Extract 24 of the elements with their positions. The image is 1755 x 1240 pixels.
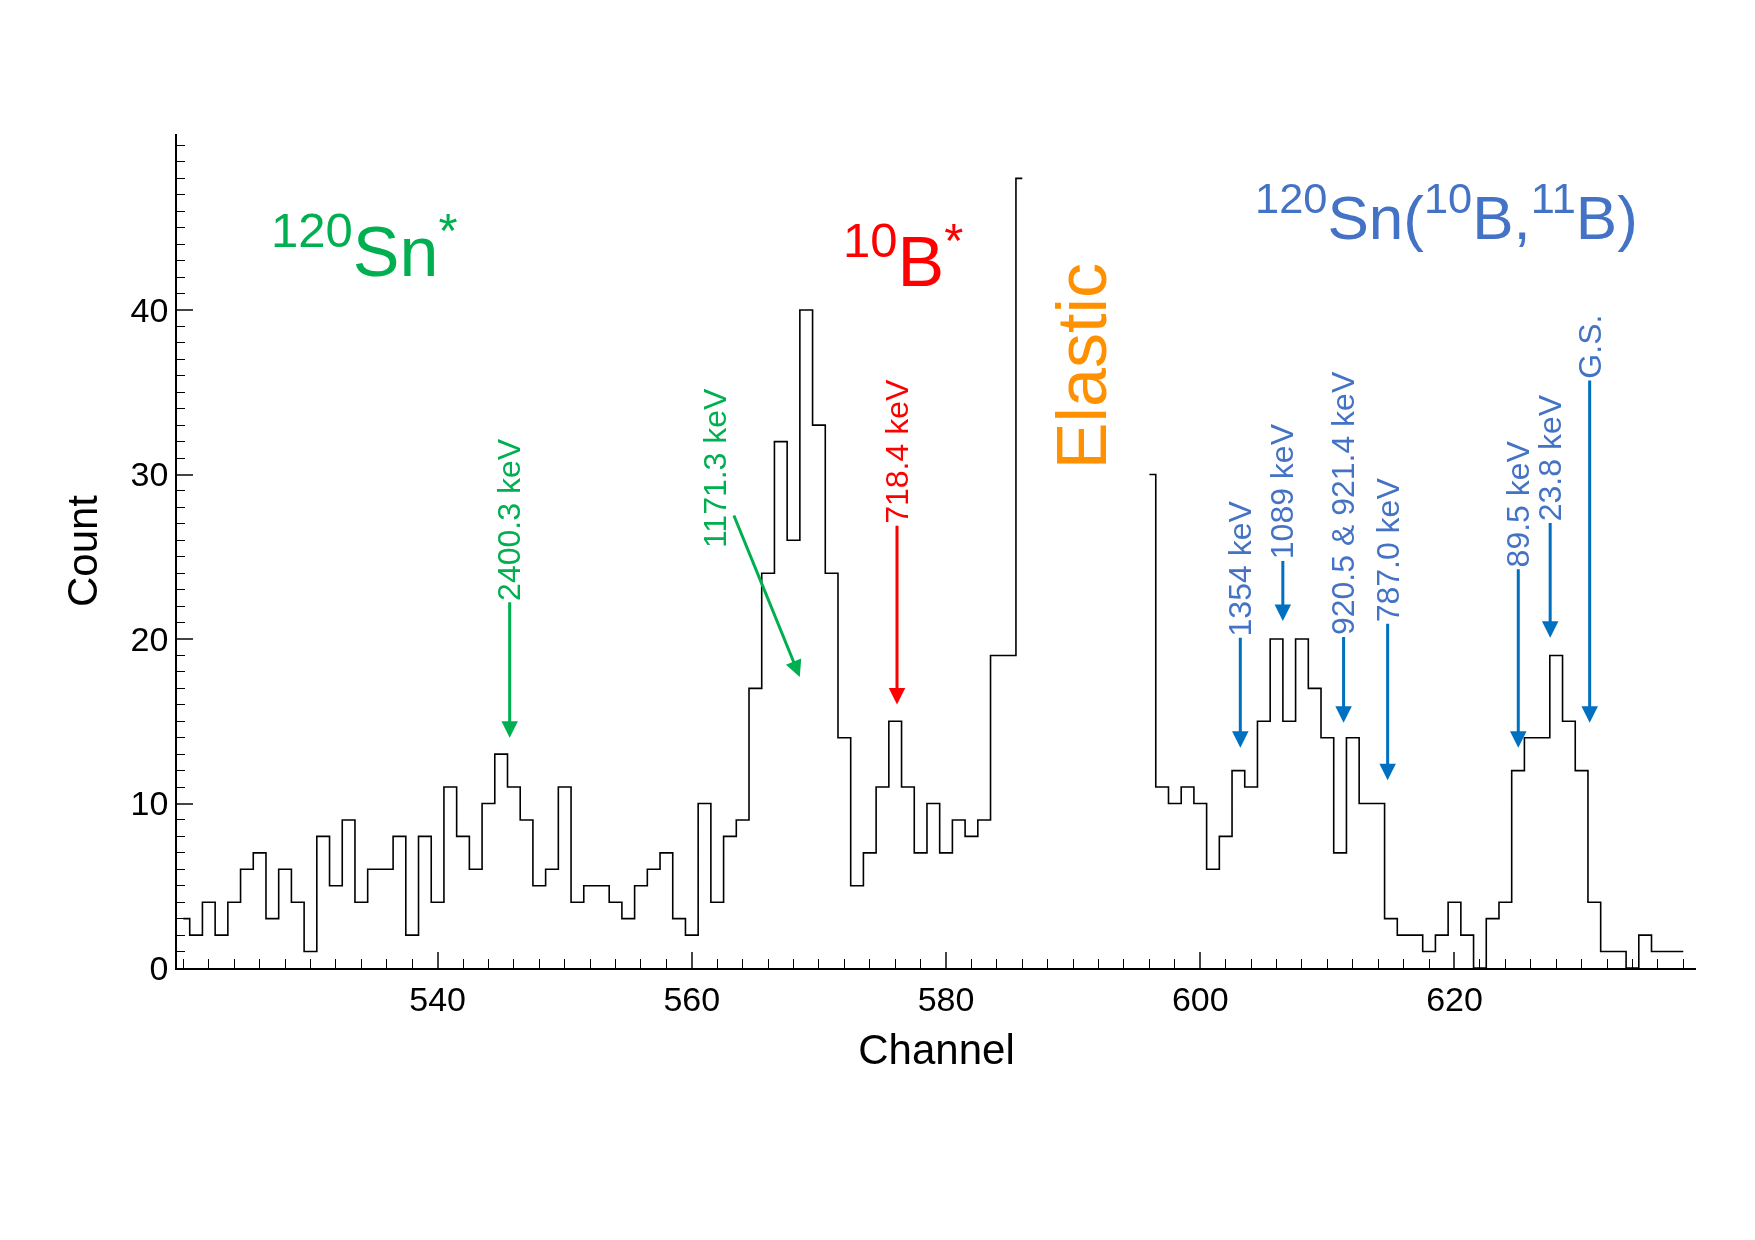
y-axis-title: Count <box>58 494 106 608</box>
y-tick-label: 0 <box>149 948 169 987</box>
annotation: 718.4 keV <box>879 379 916 524</box>
annotation: 2400.3 keV <box>491 438 528 601</box>
y-tick-label: 10 <box>130 784 169 823</box>
annotation: 920.5 & 921.4 keV <box>1325 371 1362 636</box>
y-tick-label: 30 <box>130 455 169 494</box>
annotation: G.S. <box>1571 314 1608 379</box>
x-tick-label: 620 <box>1426 979 1483 1018</box>
annotation: $^{120}$Sn$^{*}$ <box>271 203 458 292</box>
x-axis-title: Channel <box>858 1025 1015 1073</box>
annotation: 1354 keV <box>1222 500 1259 637</box>
annotation: 1171.3 keV <box>696 387 733 549</box>
annotation: $^{120}$Sn($^{10}$B,$^{11}$B) <box>1255 174 1638 253</box>
y-tick-label: 40 <box>130 290 169 329</box>
annotation: 1089 keV <box>1264 423 1301 560</box>
annotation: 787.0 keV <box>1369 477 1406 623</box>
x-tick-label: 580 <box>917 979 975 1018</box>
x-tick-label: 560 <box>663 979 721 1018</box>
y-tick-label: 20 <box>130 619 169 658</box>
x-tick-label: 540 <box>409 979 466 1018</box>
annotation: $^{10}$B$^{*}$ <box>843 213 964 302</box>
annotation: Elastic <box>1043 263 1122 470</box>
x-tick-label: 600 <box>1171 979 1229 1018</box>
